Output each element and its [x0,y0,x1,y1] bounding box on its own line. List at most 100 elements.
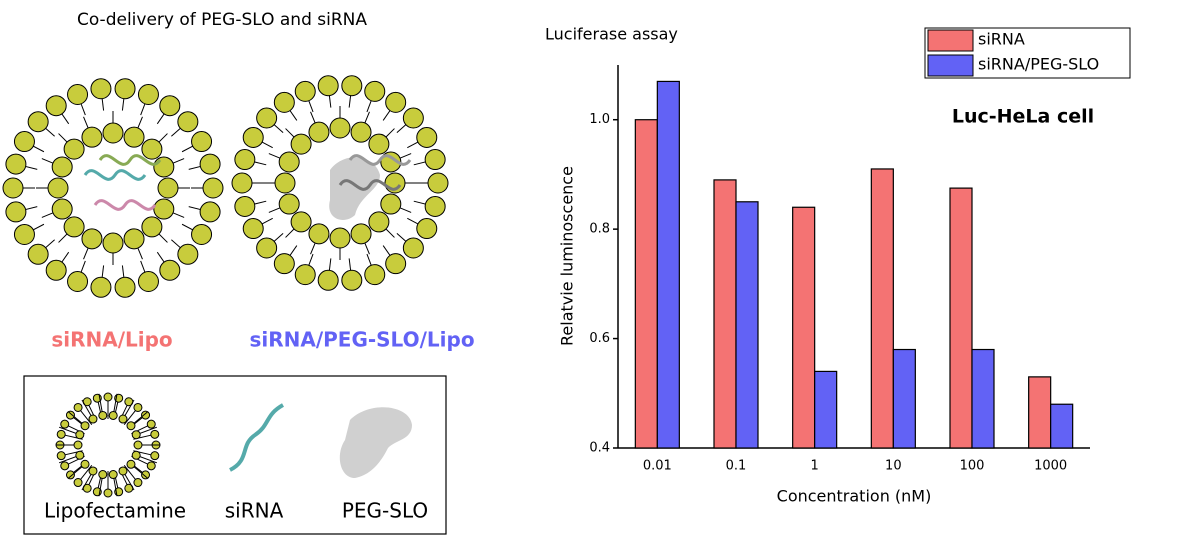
lipid-head [137,271,159,293]
lipid-head [256,107,278,129]
lipid-head [67,83,89,105]
lipid-head [98,410,108,420]
legend-label: siRNA/PEG-SLO [978,55,1099,74]
lipid-head [114,78,136,100]
bar [1050,403,1074,449]
lipid-head [329,117,351,139]
lipid-head [27,243,49,265]
bar [870,168,894,449]
lipid-head [51,156,73,178]
lipid-head [2,177,24,199]
lipid-head [118,414,128,424]
lipid-head [65,410,75,420]
lipid-head [294,80,316,102]
peg-slo-icon [339,407,412,478]
lipid-head [102,122,124,144]
lipid-head [73,478,83,488]
lipid-head [60,419,70,429]
lipid-head [51,198,73,220]
lipid-head [350,121,372,143]
lipid-head [141,138,163,160]
lipid-head [141,216,163,238]
lipid-head [80,421,90,431]
sirna [338,179,402,191]
lipid-head [290,133,312,155]
lipid-head [146,461,156,471]
lipid-head [159,95,181,117]
lipid-head [364,80,386,102]
lipid-head [90,78,112,100]
x-tick-label: 0.1 [726,459,747,474]
x-tick-label: 100 [960,459,985,474]
legend-box [23,375,447,535]
lipid-head [88,466,98,476]
legend-label: Lipofectamine [44,499,186,523]
legend-swatch [927,29,974,52]
lipid-head [73,402,83,412]
lipid-head [150,429,160,439]
legend-label: siRNA [978,30,1025,49]
lipid-head [63,138,85,160]
lipid-head [385,91,407,113]
lipid-head [242,218,264,240]
lipid-head [133,440,143,450]
lipid-head [341,75,363,97]
y-tick-label: 0.8 [589,222,610,237]
lipid-head [199,201,221,223]
lipid-head [308,121,330,143]
bar [735,201,759,449]
lipid-head [80,459,90,469]
lipid-head [75,430,85,440]
lipid-head [13,223,35,245]
lipid-head [5,153,27,175]
lipid-head [290,211,312,233]
lipid-head [385,253,407,275]
lipid-head [294,264,316,286]
lipid-head [45,259,67,281]
lipid-head [416,218,438,240]
lipid-head [199,153,221,175]
lipid-head [150,451,160,461]
lipid-head [133,478,143,488]
lipid-head [81,228,103,250]
lipid-head [153,198,175,220]
lipid-head [153,156,175,178]
bar [1028,376,1052,449]
lipid-head [90,276,112,298]
lipid-head [81,126,103,148]
lipid-head [73,440,83,450]
lipid-head [123,228,145,250]
bar [713,179,737,449]
lipid-head [123,126,145,148]
lipid-head [368,133,390,155]
lipid-head [274,172,296,194]
lipid-head [146,419,156,429]
lipid-head [157,177,179,199]
lipid-head [126,421,136,431]
lipid-head [424,149,446,171]
bar [792,206,816,449]
lipid-head [102,232,124,254]
lipid-head [273,91,295,113]
lipid-head [56,429,66,439]
lipid-head [317,269,339,291]
chart-title: Luciferase assay [545,25,678,44]
lipid-head [27,111,49,133]
x-tick-label: 10 [885,459,902,474]
liposome-diagram [2,75,449,498]
lipid-head [273,253,295,275]
x-tick-label: 1 [811,459,819,474]
lipid-head [137,83,159,105]
lipid-head [341,269,363,291]
legend-swatch [927,54,974,77]
lipid-head [191,131,213,153]
sirna [83,169,147,181]
lipid-head [329,227,351,249]
annotation: Luc-HeLa cell [952,106,1094,128]
bar [892,348,916,449]
lipid-head [191,223,213,245]
lipid-head [350,223,372,245]
lipid-head [380,193,402,215]
peg-slo [329,157,380,220]
sirna [348,154,412,166]
